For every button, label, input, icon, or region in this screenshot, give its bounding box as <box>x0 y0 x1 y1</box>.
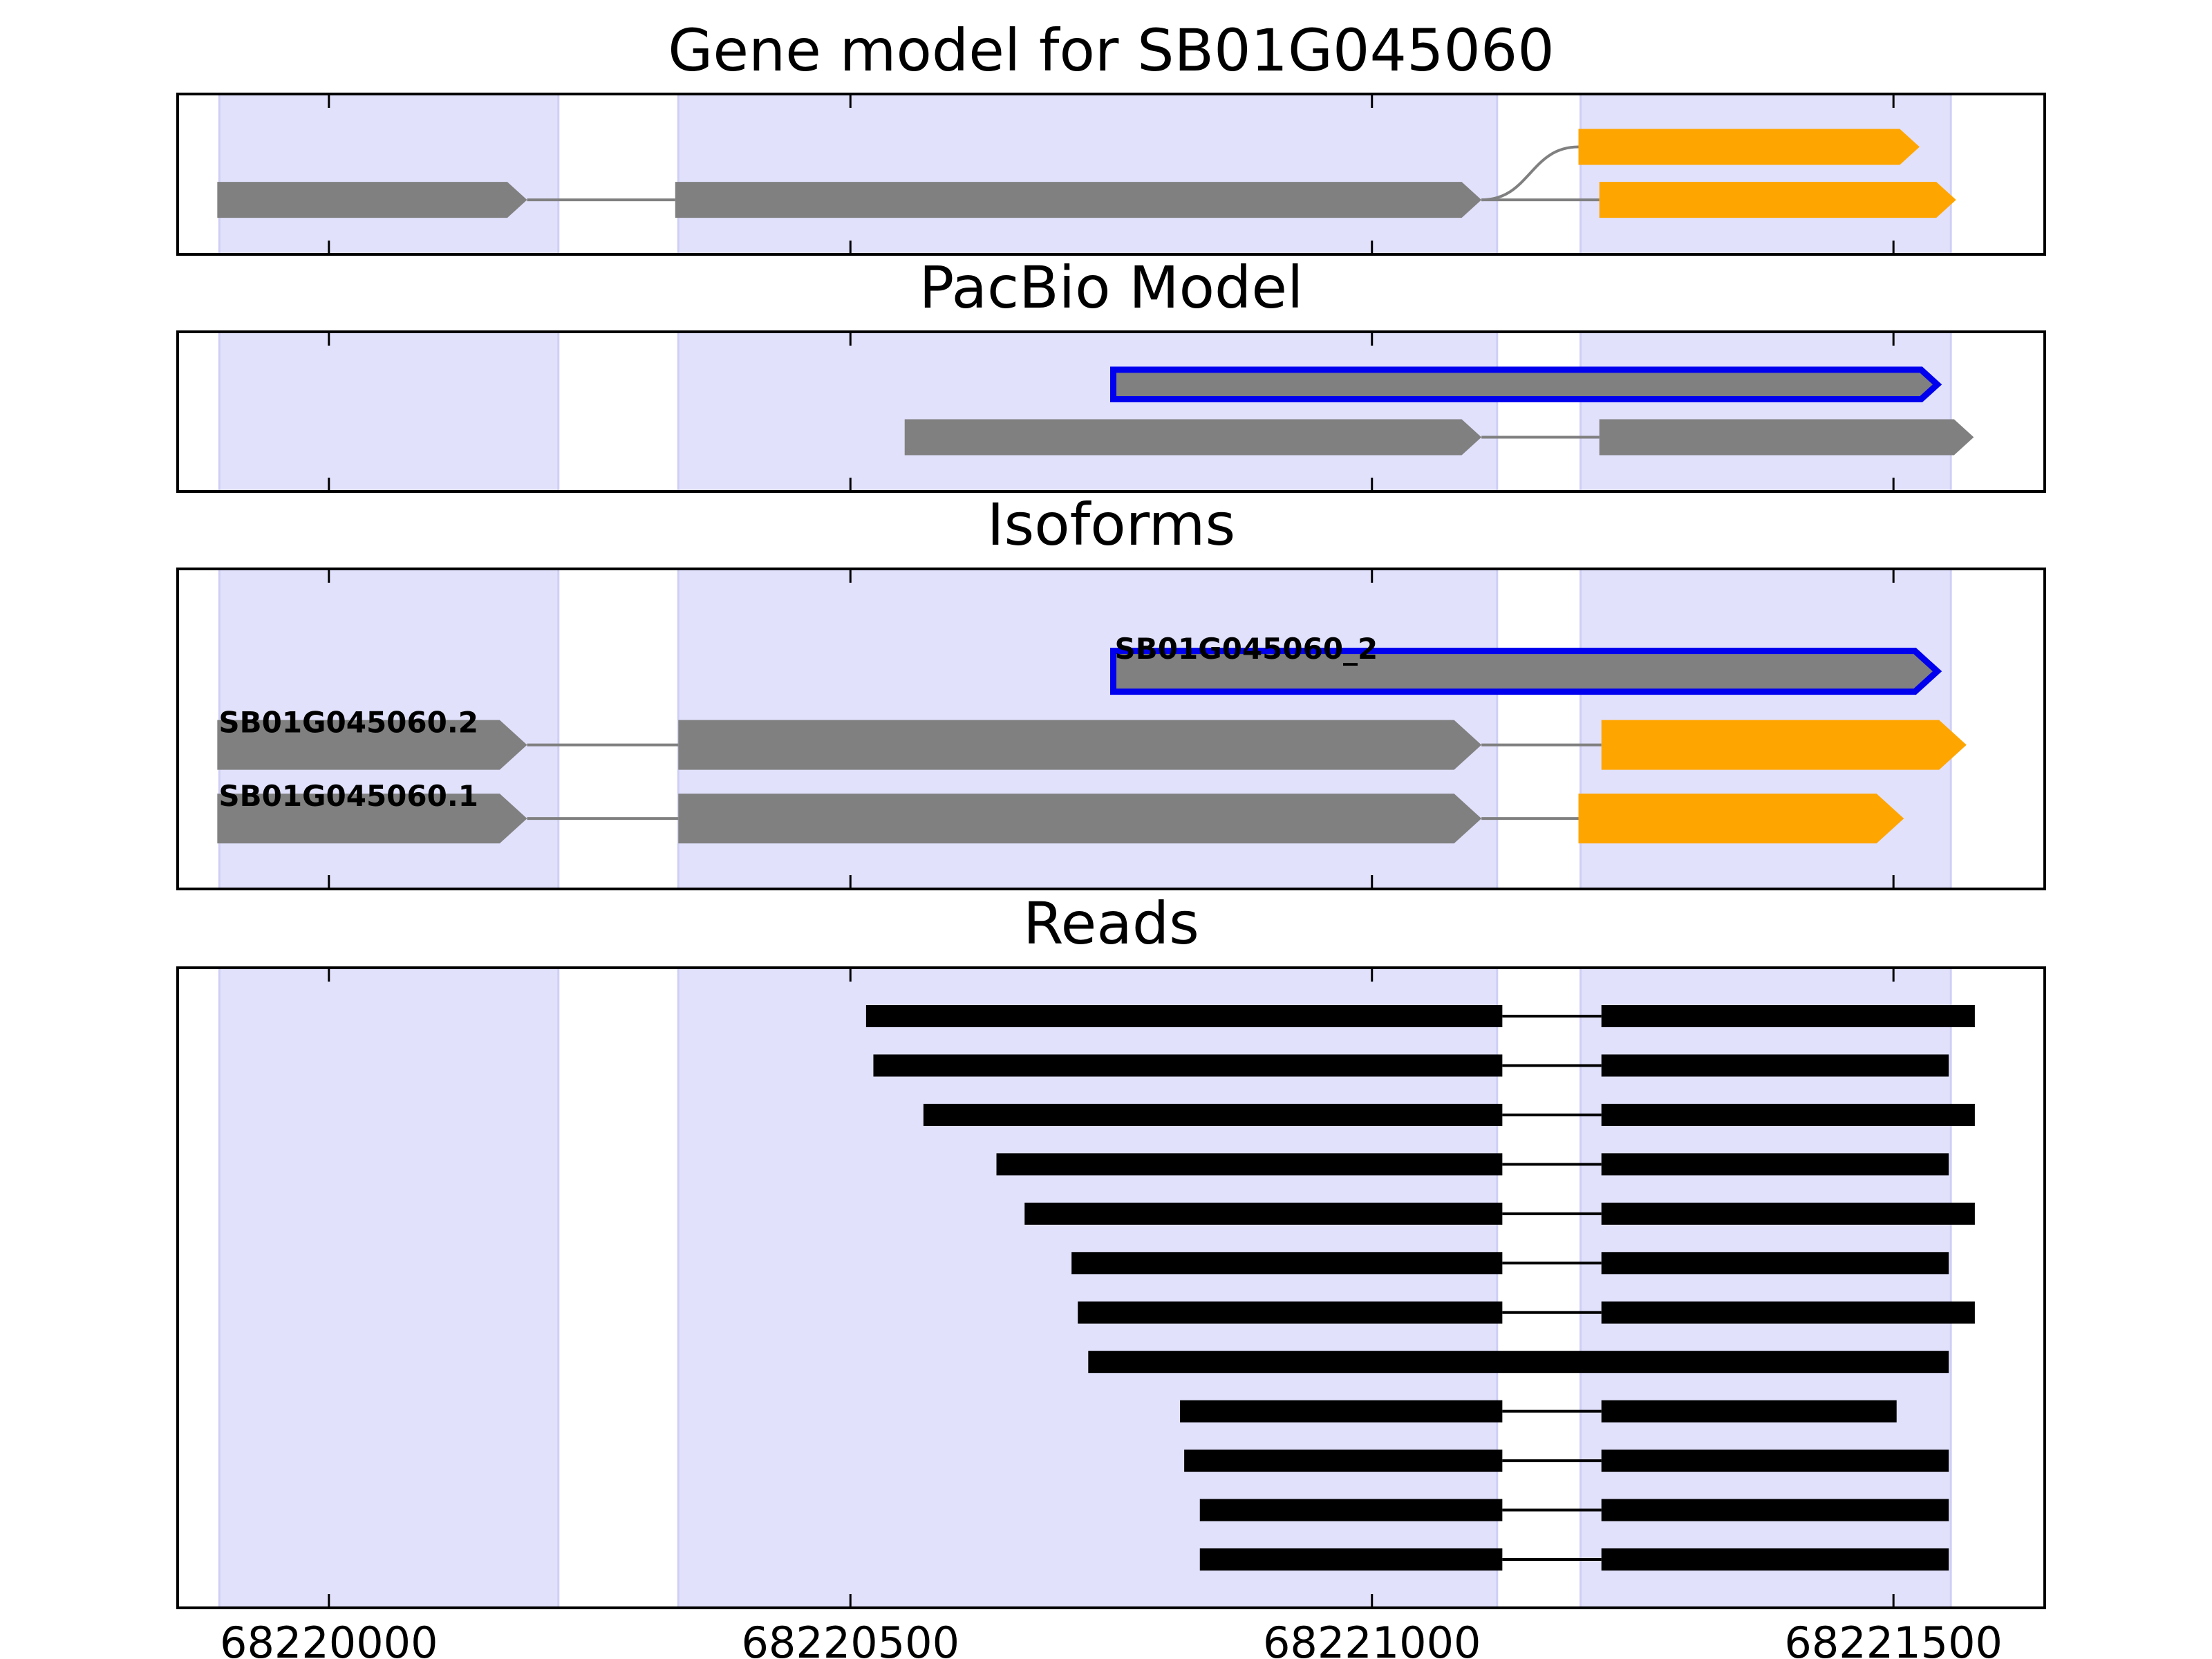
read-block <box>1601 1301 1975 1324</box>
read-1 <box>865 1005 1975 1027</box>
read-block <box>1601 1548 1949 1571</box>
read-block <box>1601 1400 1897 1423</box>
read-7 <box>1078 1301 1975 1324</box>
isoform-label: SB01G045060.1 <box>218 779 478 813</box>
panel-frame <box>176 966 2046 1609</box>
exon-band-2 <box>677 93 1499 256</box>
read-block <box>1601 1054 1949 1077</box>
read-6 <box>1071 1252 1949 1275</box>
read-block <box>1199 1548 1503 1571</box>
transcript-1 <box>217 182 1956 218</box>
read-3 <box>923 1103 1975 1126</box>
panels-layer: Gene model for SB01G045060 PacBio Model SB… <box>176 17 2046 1609</box>
outlined-exon <box>1110 366 1942 403</box>
panel-title: Reads <box>1023 890 1199 957</box>
read-block <box>1071 1252 1503 1275</box>
isoform-label: SB01G045060.2 <box>218 706 478 740</box>
read-block <box>1199 1499 1503 1521</box>
exon <box>678 720 1482 770</box>
splice-curve <box>1481 145 1579 202</box>
exon-band-1 <box>218 966 560 1609</box>
read-block <box>865 1005 1503 1027</box>
read-block <box>873 1054 1503 1077</box>
read-block <box>1601 1450 1949 1472</box>
read-block <box>1601 1499 1949 1521</box>
read-10 <box>1184 1450 1949 1472</box>
exon <box>675 182 1482 218</box>
utr-exon <box>1599 182 1956 218</box>
read-block <box>1088 1351 1949 1374</box>
panel-frame <box>176 568 2046 890</box>
read-block <box>1601 1103 1975 1126</box>
exon <box>904 419 1482 456</box>
exon <box>1599 419 1974 456</box>
panel-frame <box>176 93 2046 256</box>
read-block <box>923 1103 1503 1126</box>
read-block <box>1180 1400 1503 1423</box>
exon-band-3 <box>1580 93 1952 256</box>
transcript-2 <box>1110 366 1942 403</box>
x-tick-label: 68221500 <box>1784 1618 2003 1659</box>
read-12 <box>1199 1548 1949 1571</box>
read-9 <box>1180 1400 1897 1423</box>
read-4 <box>996 1153 1949 1176</box>
panel-2: PacBio Model <box>176 254 2046 493</box>
panel-frame <box>176 330 2046 493</box>
transcript-1 <box>904 419 1974 456</box>
x-tick-label: 68221000 <box>1263 1618 1481 1659</box>
isoform-label: SB01G045060_2 <box>1115 632 1378 666</box>
read-block <box>996 1153 1503 1176</box>
read-block <box>1601 1005 1975 1027</box>
read-2 <box>873 1054 1949 1077</box>
exon <box>217 794 527 844</box>
exon-band-1 <box>218 93 560 256</box>
x-tick-label: 68220500 <box>741 1618 959 1659</box>
exon-band-1 <box>218 330 560 493</box>
read-8 <box>1088 1351 1949 1374</box>
read-block <box>1184 1450 1503 1472</box>
exon <box>678 794 1482 844</box>
x-axis: 68220000 68220500 68221000 68221500 <box>220 1618 2003 1659</box>
transcript-3: SB01G045060_2 <box>1110 632 1942 695</box>
x-tick-label: 68220000 <box>220 1618 438 1659</box>
panel-title: PacBio Model <box>919 254 1304 321</box>
read-block <box>1601 1202 1975 1225</box>
utr-exon <box>1578 794 1904 844</box>
exon <box>217 182 527 218</box>
exon-band-3 <box>1580 330 1952 493</box>
read-block <box>1024 1202 1503 1225</box>
exon <box>217 720 527 770</box>
panel-1: Gene model for SB01G045060 <box>176 17 2046 256</box>
transcript-2 <box>1481 129 1920 202</box>
utr-exon <box>1601 720 1967 770</box>
transcript-1: SB01G045060.1 <box>217 779 1904 844</box>
panel-4: Reads <box>176 890 2046 1609</box>
panel-title: Gene model for SB01G045060 <box>668 17 1554 84</box>
read-block <box>1078 1301 1503 1324</box>
panel-title: Isoforms <box>987 491 1236 559</box>
read-5 <box>1024 1202 1975 1225</box>
utr-exon <box>1578 129 1920 165</box>
panel-3: SB01G045060.1 SB01G045060.2 SB01G045060_2 I… <box>176 491 2046 890</box>
transcript-2: SB01G045060.2 <box>217 706 1967 770</box>
exon-band-2 <box>677 330 1499 493</box>
read-block <box>1601 1252 1949 1275</box>
read-11 <box>1199 1499 1949 1521</box>
read-block <box>1601 1153 1949 1176</box>
outlined-exon <box>1110 648 1942 695</box>
